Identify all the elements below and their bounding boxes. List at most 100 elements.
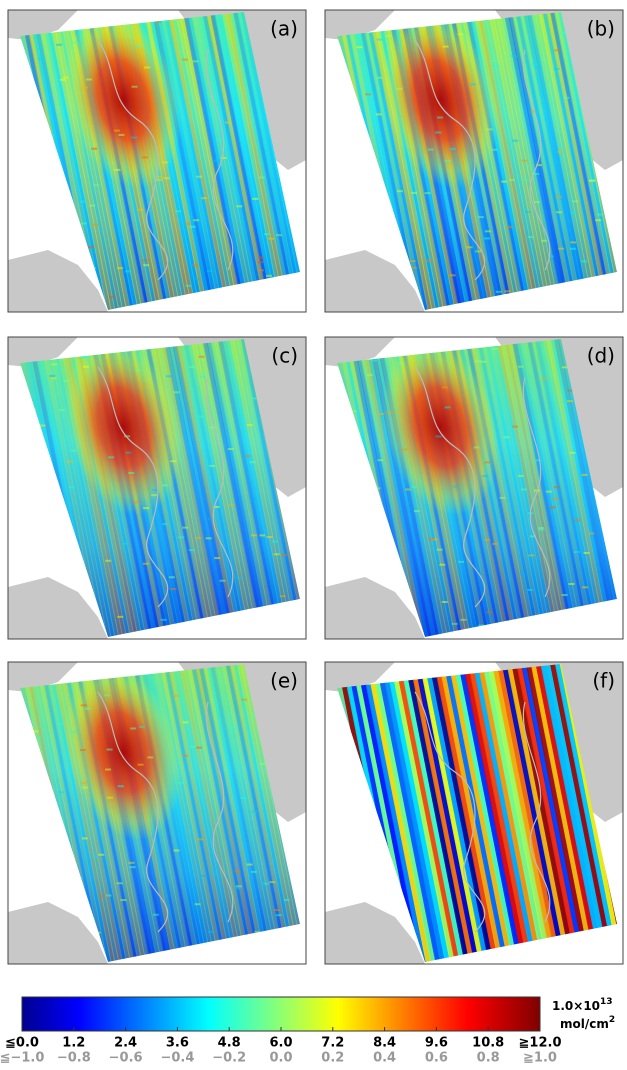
speckle: [71, 730, 78, 733]
speckle: [193, 219, 200, 222]
speckle: [350, 410, 357, 413]
speckle: [276, 234, 283, 237]
speckle: [174, 210, 181, 213]
speckle: [569, 451, 576, 454]
speckle: [228, 504, 235, 507]
speckle: [92, 223, 99, 226]
colorbar-unit: 1.0×1013: [552, 997, 613, 1013]
speckle: [250, 870, 257, 873]
speckle: [194, 903, 201, 906]
swath-stripe: [43, 664, 109, 962]
colorbar-tick-label: 6.0: [269, 1036, 292, 1051]
speckle: [411, 191, 418, 194]
speckle: [495, 290, 502, 293]
swath-stripe: [501, 664, 568, 962]
speckle: [189, 745, 196, 748]
speckle: [581, 473, 588, 476]
speckle: [160, 618, 167, 621]
swath-stripe: [443, 664, 510, 962]
swath-stripe: [409, 664, 476, 962]
speckle: [451, 622, 458, 625]
speckle: [511, 55, 518, 58]
speckle: [466, 246, 473, 249]
speckle: [366, 374, 373, 377]
speckle: [424, 192, 431, 195]
swath-stripe: [424, 664, 490, 962]
swath-stripe: [462, 664, 529, 962]
swath-stripe: [414, 664, 481, 962]
colorbar-tick-label: 2.4: [114, 1036, 137, 1051]
panel-label: (a): [270, 17, 298, 41]
speckle: [188, 549, 195, 552]
speckle: [441, 600, 448, 603]
map-panel: (d): [324, 336, 624, 640]
speckle: [501, 180, 508, 183]
swath-stripe: [163, 339, 228, 637]
speckle: [504, 290, 511, 293]
speckle: [529, 535, 536, 538]
panels: (a) (b) (c) (d) (e) (f): [7, 9, 624, 965]
speckle: [554, 49, 561, 52]
swath-stripe: [486, 664, 553, 962]
speckle: [413, 510, 420, 513]
speckle: [216, 138, 223, 141]
speckle: [68, 486, 75, 489]
speckle: [91, 855, 98, 858]
swath-stripe: [166, 339, 232, 637]
speckle: [195, 746, 202, 749]
speckle: [207, 518, 214, 521]
swath-stripe: [190, 339, 255, 637]
swath-stripe: [186, 339, 252, 637]
speckle: [541, 239, 548, 242]
speckle: [376, 76, 383, 79]
speckle: [273, 553, 280, 556]
swath: [337, 12, 617, 310]
speckle: [235, 885, 242, 888]
swath-stripe: [499, 339, 565, 637]
speckle: [51, 363, 58, 366]
speckle: [425, 259, 432, 262]
colorbar-tick-label: 0.6: [425, 1051, 448, 1066]
swath-stripe: [224, 664, 290, 962]
speckle: [549, 506, 556, 509]
speckle: [143, 507, 150, 510]
speckle: [235, 887, 242, 890]
speckle: [356, 46, 363, 49]
swath-stripe: [390, 664, 456, 962]
swath-stripe: [511, 664, 577, 962]
swath-stripe: [174, 664, 240, 962]
panel-frame: [7, 661, 307, 965]
speckle: [162, 161, 169, 164]
speckle: [493, 65, 500, 68]
speckle: [135, 45, 142, 48]
speckle: [189, 225, 196, 228]
speckle: [481, 475, 488, 478]
swath-stripe: [217, 664, 283, 962]
speckle: [556, 211, 563, 214]
speckle: [409, 260, 416, 263]
speckle: [266, 536, 273, 538]
swath-stripe: [364, 12, 429, 310]
speckle: [524, 210, 531, 213]
speckle: [490, 59, 497, 62]
swath-stripe: [217, 339, 283, 637]
panel-frame: [7, 336, 307, 640]
swath-stripe: [487, 339, 553, 637]
speckle: [499, 496, 506, 499]
speckle: [50, 377, 57, 380]
speckle: [62, 76, 69, 79]
speckle: [271, 540, 278, 543]
swath-stripe: [360, 12, 426, 310]
speckle: [519, 573, 526, 576]
speckle: [240, 797, 247, 800]
speckle: [444, 406, 451, 409]
speckle: [458, 560, 465, 563]
swath-stripe: [395, 664, 461, 962]
speckle: [37, 58, 44, 61]
swath-stripe: [213, 664, 279, 962]
speckle: [196, 175, 203, 178]
swath-stripe: [39, 664, 105, 962]
speckle: [574, 519, 581, 522]
speckle: [570, 247, 577, 250]
swath-stripe: [370, 664, 437, 962]
